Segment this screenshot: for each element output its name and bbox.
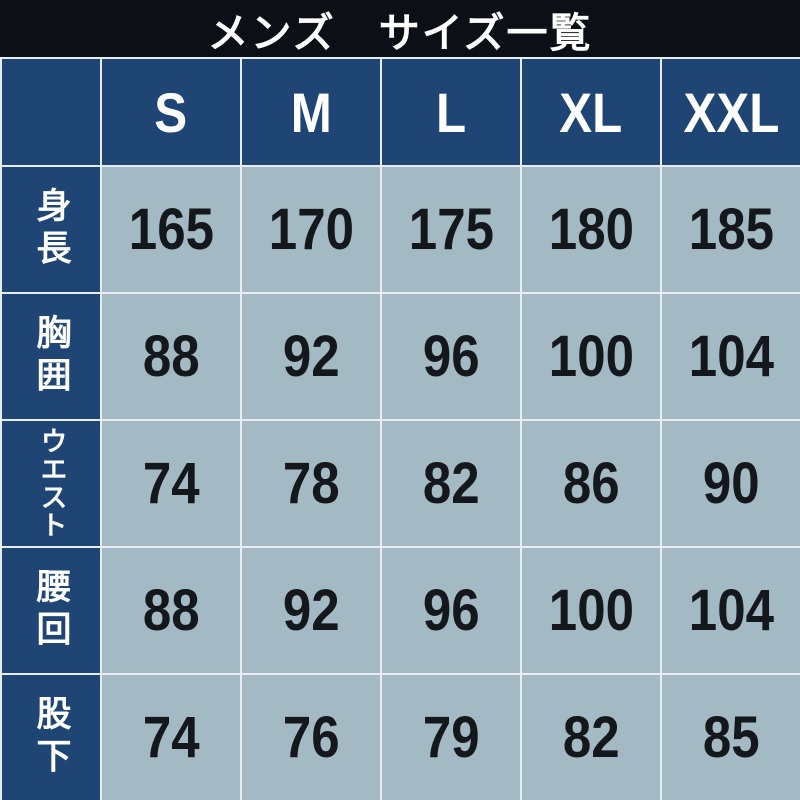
row-header-hip: 腰回: [2, 548, 100, 673]
size-value-cell: 185: [662, 167, 800, 292]
column-header-s: S: [102, 59, 240, 165]
size-value: 82: [422, 451, 480, 516]
size-value-cell: 165: [102, 167, 240, 292]
size-value: 170: [268, 197, 354, 262]
size-value: 185: [688, 197, 774, 262]
chart-title: メンズ サイズ一覧: [207, 9, 593, 56]
size-value-cell: 100: [522, 548, 660, 673]
column-header-label: L: [435, 80, 467, 144]
size-value: 100: [548, 324, 634, 389]
size-value-cell: 92: [242, 294, 380, 419]
size-value: 165: [128, 197, 214, 262]
size-value: 96: [422, 578, 480, 643]
row-header-label: ウエスト: [36, 427, 67, 540]
size-value: 79: [422, 705, 480, 770]
size-value: 74: [142, 705, 200, 770]
size-value-cell: 180: [522, 167, 660, 292]
size-value: 88: [142, 578, 200, 643]
size-value: 104: [688, 324, 774, 389]
size-value-cell: 82: [522, 675, 660, 800]
size-value-cell: 82: [382, 421, 520, 546]
size-value: 92: [282, 324, 340, 389]
size-value-cell: 74: [102, 421, 240, 546]
size-value-cell: 96: [382, 294, 520, 419]
size-value-cell: 100: [522, 294, 660, 419]
size-value-cell: 88: [102, 294, 240, 419]
column-header-label: S: [154, 80, 188, 144]
size-table: S M L XL XXL 身長 165 170 175 180 185 胸囲 8…: [0, 57, 800, 800]
size-value-cell: 88: [102, 548, 240, 673]
size-value-cell: 90: [662, 421, 800, 546]
size-value-cell: 104: [662, 548, 800, 673]
size-value: 175: [408, 197, 494, 262]
size-value: 85: [702, 705, 760, 770]
row-header-inseam: 股下: [2, 675, 100, 800]
size-value-cell: 175: [382, 167, 520, 292]
column-header-label: XL: [559, 80, 623, 144]
size-value: 180: [548, 197, 634, 262]
size-value: 100: [548, 578, 634, 643]
size-value-cell: 76: [242, 675, 380, 800]
title-bar: メンズ サイズ一覧: [0, 0, 800, 57]
size-value: 78: [282, 451, 340, 516]
row-header-height: 身長: [2, 167, 100, 292]
size-value: 86: [562, 451, 620, 516]
size-value-cell: 170: [242, 167, 380, 292]
size-value-cell: 92: [242, 548, 380, 673]
row-header-chest: 胸囲: [2, 294, 100, 419]
column-header-l: L: [382, 59, 520, 165]
size-value-cell: 104: [662, 294, 800, 419]
column-header-xl: XL: [522, 59, 660, 165]
size-value: 96: [422, 324, 480, 389]
size-value-cell: 85: [662, 675, 800, 800]
size-value: 76: [282, 705, 340, 770]
row-header-label: 腰回: [31, 567, 71, 654]
column-header-m: M: [242, 59, 380, 165]
size-value-cell: 74: [102, 675, 240, 800]
row-header-label: 身長: [31, 186, 71, 273]
size-value-cell: 78: [242, 421, 380, 546]
row-header-label: 胸囲: [31, 313, 71, 400]
row-header-label: 股下: [31, 694, 71, 781]
size-value: 92: [282, 578, 340, 643]
size-value-cell: 96: [382, 548, 520, 673]
size-value: 82: [562, 705, 620, 770]
corner-cell: [2, 59, 100, 165]
size-value: 104: [688, 578, 774, 643]
size-value: 74: [142, 451, 200, 516]
size-value-cell: 86: [522, 421, 660, 546]
size-value: 90: [702, 451, 760, 516]
column-header-label: M: [290, 80, 332, 144]
size-value-cell: 79: [382, 675, 520, 800]
size-value: 88: [142, 324, 200, 389]
column-header-label: XXL: [683, 80, 779, 144]
row-header-waist: ウエスト: [2, 421, 100, 546]
column-header-xxl: XXL: [662, 59, 800, 165]
